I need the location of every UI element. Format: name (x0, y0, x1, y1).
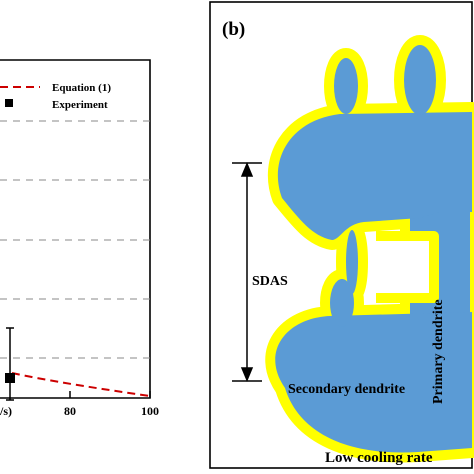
x-tick-label-80: 80 (64, 404, 76, 418)
equation-curve (11, 372, 151, 397)
experiment-point (5, 327, 15, 401)
interarm-gap-rim (376, 231, 439, 303)
plot-frame (0, 59, 151, 399)
x-ticks (69, 391, 151, 398)
experiment-marker (5, 373, 15, 383)
sdas-arrow-bottom (240, 367, 254, 382)
legend-experiment-swatch (5, 99, 13, 107)
gridlines (0, 120, 150, 359)
secondary-dendrite-label: Secondary dendrite (288, 382, 405, 397)
legend-experiment-label: Experiment (52, 99, 108, 111)
legend-equation-label: Equation (1) (52, 82, 111, 94)
right-panel: (b) (209, 1, 474, 469)
x-tick-label-100: 100 (141, 404, 159, 418)
sdas-dimension (232, 162, 262, 382)
sdas-label: SDAS (252, 274, 288, 289)
lower-secondary-arm (275, 312, 472, 453)
interarm-gap (376, 236, 434, 298)
legend: Equation (1) Experiment (0, 82, 111, 111)
panel-label: (b) (222, 19, 245, 40)
primary-dendrite-label: Primary dendrite (431, 299, 446, 404)
caption: Low cooling rate (325, 450, 433, 466)
upper-secondary-arm (277, 112, 472, 240)
upper-bud-2 (404, 45, 436, 115)
dendrite-shape (265, 35, 474, 463)
left-panel: Equation (1) Experiment 80 100 /s) (0, 59, 159, 418)
sdas-arrow-top (240, 162, 254, 177)
lower-bud (330, 279, 354, 327)
x-axis-label: /s) (0, 404, 12, 418)
upper-bud (334, 58, 358, 114)
gap-arm (346, 230, 358, 294)
